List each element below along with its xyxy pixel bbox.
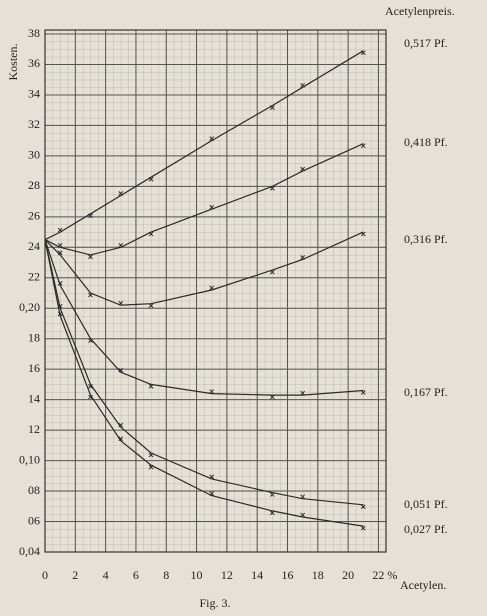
y-tick-label: 22 [28, 270, 40, 284]
y-tick-label: 14 [28, 391, 40, 405]
series-line [44, 50, 364, 241]
data-point [209, 285, 215, 291]
data-point [88, 384, 93, 389]
data-point [360, 504, 366, 510]
data-point [269, 394, 275, 400]
y-tick-label: 0,20 [19, 300, 40, 314]
data-point [118, 300, 124, 306]
data-point [269, 269, 275, 275]
data-point [57, 242, 63, 248]
data-point [148, 231, 154, 237]
y-tick-label: 24 [28, 239, 40, 253]
data-point [118, 436, 124, 442]
data-point [360, 525, 366, 531]
y-tick-label: 30 [28, 148, 40, 162]
y-tick-label: 12 [28, 422, 40, 436]
data-point [269, 185, 275, 191]
data-point [118, 242, 124, 248]
chart-title: Acetylenpreis. [385, 4, 455, 18]
data-point [88, 292, 93, 298]
plot-frame [44, 29, 387, 553]
legend-label: 0,027 Pf. [404, 522, 448, 536]
data-point [118, 367, 124, 373]
data-point [148, 303, 154, 309]
legend-label: 0,051 Pf. [404, 497, 448, 511]
y-tick-label: 34 [28, 87, 40, 101]
x-tick-label: 4 [103, 568, 109, 582]
caption: Fig. 3. [199, 596, 230, 610]
data-point [360, 390, 366, 395]
data-point [57, 311, 63, 317]
y-tick-label: 06 [28, 513, 40, 527]
x-tick-label: 0 [42, 568, 48, 582]
data-point [209, 389, 215, 394]
y-axis-label: Kosten. [6, 44, 20, 81]
data-point [148, 176, 154, 182]
data-point [209, 204, 215, 210]
data-point [300, 82, 305, 88]
x-axis-label: Acetylen. [400, 578, 446, 592]
data-point [300, 494, 305, 500]
series-line [44, 239, 364, 506]
x-tick-label: 6 [133, 568, 139, 582]
x-tick-label: 16 [281, 568, 293, 582]
data-point [209, 491, 215, 496]
x-tick-label: 22 % [372, 568, 397, 582]
data-point [300, 255, 305, 260]
x-tick-label: 18 [312, 568, 324, 582]
data-point [269, 105, 275, 110]
data-point [300, 390, 305, 396]
data-point [88, 338, 93, 344]
data-point [360, 231, 366, 237]
data-point [88, 254, 93, 260]
y-tick-label: 36 [28, 56, 40, 70]
x-tick-label: 2 [72, 568, 78, 582]
data-point [360, 143, 366, 149]
y-tick-label: 16 [28, 361, 40, 375]
data-point [209, 136, 215, 142]
data-point [57, 227, 63, 233]
data-point [300, 512, 305, 518]
data-point [300, 166, 305, 172]
x-tick-label: 14 [251, 568, 263, 582]
y-tick-label: 18 [28, 330, 40, 344]
y-tick-label: 28 [28, 178, 40, 192]
data-point [148, 464, 154, 470]
data-point [269, 510, 275, 516]
y-tick-label: 0,10 [19, 452, 40, 466]
data-point [148, 452, 154, 458]
legend-label: 0,167 Pf. [404, 385, 448, 399]
y-tick-label: 0,04 [19, 544, 40, 558]
data-point [118, 191, 124, 196]
y-tick-label: 32 [28, 117, 40, 131]
x-tick-label: 8 [163, 568, 169, 582]
y-tick-label: 08 [28, 483, 40, 497]
x-tick-label: 10 [191, 568, 203, 582]
legend-label: 0,517 Pf. [404, 36, 448, 50]
data-point [88, 213, 93, 219]
series-line [44, 239, 364, 396]
data-point [148, 384, 154, 389]
data-point [269, 492, 275, 497]
minor-grid [45, 30, 386, 552]
data-point [118, 422, 124, 428]
series-line [44, 231, 364, 306]
series-line [44, 143, 364, 256]
x-tick-label: 12 [221, 568, 233, 582]
legend-label: 0,316 Pf. [404, 232, 448, 246]
data-point [88, 394, 93, 400]
data-point [209, 474, 215, 480]
series-line [44, 239, 364, 527]
y-tick-label: 26 [28, 209, 40, 223]
legend-label: 0,418 Pf. [404, 135, 448, 149]
x-tick-label: 20 [342, 568, 354, 582]
data-point [57, 250, 63, 256]
data-point [57, 281, 63, 286]
data-point [360, 50, 366, 56]
y-tick-label: 38 [28, 26, 40, 40]
